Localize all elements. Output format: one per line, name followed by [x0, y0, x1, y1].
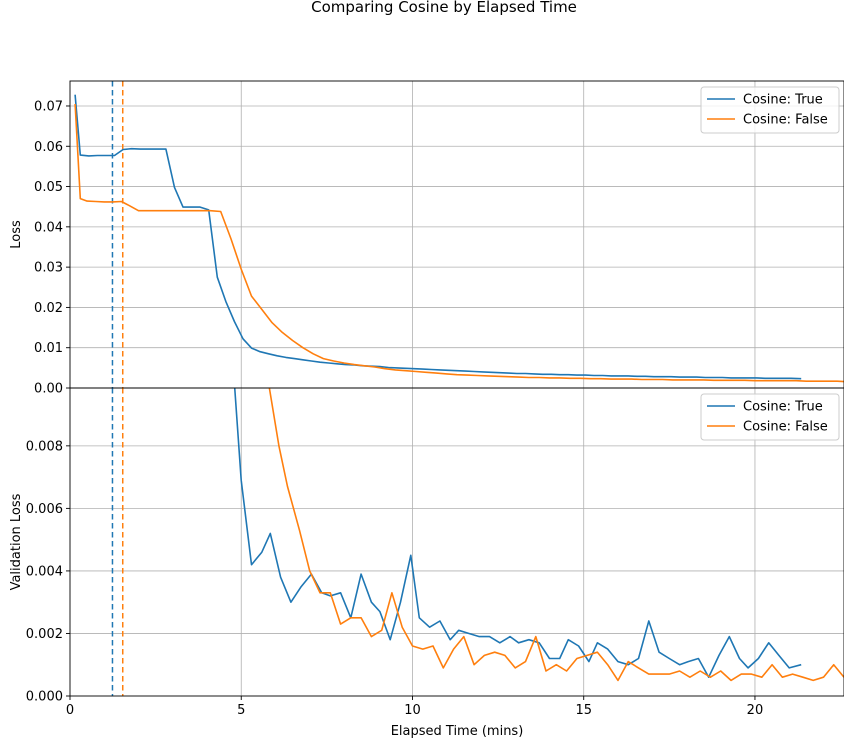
x-tick-label: 10 — [404, 703, 421, 718]
panel-1: 0.00 0.01 0.02 0.03 0.04 0.05 0.06 0.07 Loss Cosi… — [9, 80, 844, 397]
y-tick-label: 0.008 — [26, 439, 63, 454]
x-tick-label: 20 — [747, 703, 764, 718]
x-tick-label: 5 — [237, 703, 245, 718]
y-tick-label: 0.07 — [34, 99, 63, 114]
x-axis-label: Elapsed Time (mins) — [391, 724, 524, 739]
series-group — [233, 388, 844, 682]
legend: Cosine: True Cosine: False — [700, 393, 840, 441]
plot-frame — [69, 387, 844, 697]
legend-entry: Cosine: False — [743, 113, 828, 128]
y-tick-label: 0.000 — [26, 690, 63, 705]
series-line-cosine-false — [74, 103, 844, 383]
y-tick-label: 0.05 — [34, 180, 63, 195]
chart-title: Comparing Cosine by Elapsed Time — [311, 0, 577, 16]
legend-entry: Cosine: True — [743, 400, 823, 415]
legend-box — [700, 86, 840, 134]
series-group — [74, 94, 844, 383]
legend-entry: Cosine: True — [743, 93, 823, 108]
legend-box — [700, 393, 840, 441]
y-tick-label: 0.002 — [26, 627, 63, 642]
panels: 0.00 0.01 0.02 0.03 0.04 0.05 0.06 0.07 Loss Cosi… — [9, 80, 844, 718]
y-axis-label: Loss — [9, 220, 24, 249]
y-tick-label: 0.03 — [34, 261, 63, 276]
series-line-cosine-true — [233, 388, 802, 679]
legend-entry: Cosine: False — [743, 420, 828, 435]
y-tick-label: 0.006 — [26, 502, 63, 517]
y-axis-label: Validation Loss — [9, 493, 24, 590]
panel-2: 0.000 0.002 0.004 0.006 0.008 Validation Loss… — [9, 387, 844, 718]
y-tick-label: 0.00 — [34, 382, 63, 397]
series-line-cosine-false — [268, 388, 844, 682]
y-tick-label: 0.004 — [26, 564, 63, 579]
legend: Cosine: True Cosine: False — [700, 86, 840, 134]
x-tick-label: 15 — [575, 703, 592, 718]
y-tick-label: 0.04 — [34, 220, 63, 235]
y-tick-label: 0.02 — [34, 301, 63, 316]
y-tick-label: 0.06 — [34, 140, 63, 155]
y-tick-label: 0.01 — [34, 341, 63, 356]
series-line-cosine-true — [74, 94, 802, 380]
x-tick-label: 0 — [66, 703, 74, 718]
